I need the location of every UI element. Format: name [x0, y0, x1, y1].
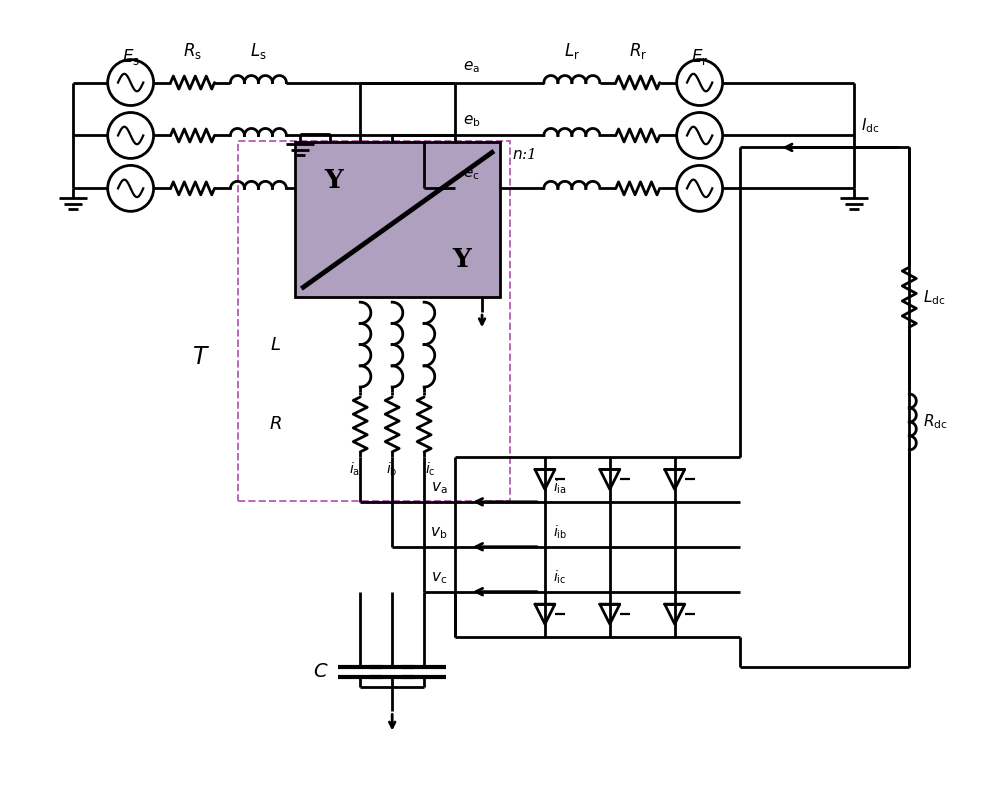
Text: $i_{\rm ib}$: $i_{\rm ib}$	[553, 524, 567, 541]
Text: $I_{\rm dc}$: $I_{\rm dc}$	[861, 117, 880, 136]
Text: $e_{\rm a}$: $e_{\rm a}$	[463, 59, 480, 74]
Text: $v_{\rm c}$: $v_{\rm c}$	[431, 570, 447, 586]
Text: $R$: $R$	[269, 416, 282, 433]
Text: $E_{\rm s}$: $E_{\rm s}$	[122, 47, 140, 67]
Text: $E_{\rm r}$: $E_{\rm r}$	[691, 47, 708, 67]
Text: $i_{\rm ia}$: $i_{\rm ia}$	[553, 479, 567, 495]
Text: Y: Y	[453, 247, 471, 272]
Text: $L_{\rm s}$: $L_{\rm s}$	[250, 40, 267, 61]
Text: $R_{\rm s}$: $R_{\rm s}$	[183, 40, 202, 61]
Text: Y: Y	[324, 168, 343, 193]
Text: $e_{\rm c}$: $e_{\rm c}$	[463, 167, 480, 182]
Bar	[238, 141, 510, 501]
Text: $v_{\rm a}$: $v_{\rm a}$	[431, 480, 447, 495]
Text: $T$: $T$	[192, 345, 210, 369]
Text: $L_{\rm r}$: $L_{\rm r}$	[564, 40, 580, 61]
Text: $L$: $L$	[270, 336, 281, 353]
Bar	[295, 143, 500, 297]
Text: $i_{\rm a}$: $i_{\rm a}$	[349, 461, 360, 479]
Text: $R_{\rm dc}$: $R_{\rm dc}$	[923, 412, 948, 431]
Text: $n$:1: $n$:1	[512, 147, 535, 162]
Text: $i_{\rm ic}$: $i_{\rm ic}$	[553, 568, 566, 586]
Text: $L_{\rm dc}$: $L_{\rm dc}$	[923, 288, 946, 307]
Text: $C$: $C$	[313, 663, 328, 680]
Text: $v_{\rm b}$: $v_{\rm b}$	[430, 525, 447, 541]
Text: $i_{\rm c}$: $i_{\rm c}$	[425, 461, 435, 479]
Text: $R_{\rm r}$: $R_{\rm r}$	[629, 40, 647, 61]
Text: $i_{\rm b}$: $i_{\rm b}$	[386, 461, 398, 479]
Text: $e_{\rm b}$: $e_{\rm b}$	[463, 114, 481, 129]
